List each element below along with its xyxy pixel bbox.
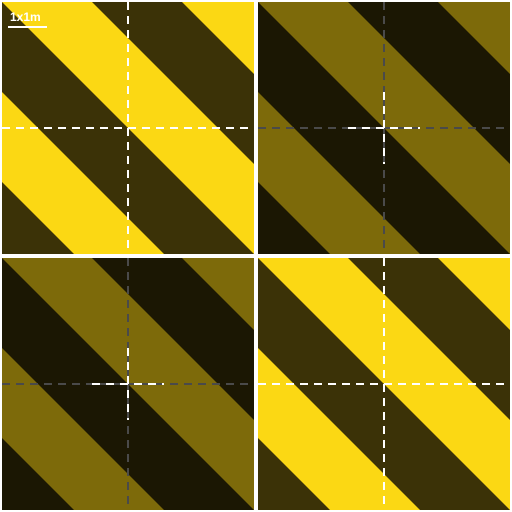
tile-top-right-pattern (258, 2, 510, 254)
stripe (438, 258, 510, 330)
stripe (182, 2, 254, 74)
scale-bar (8, 26, 47, 28)
tile-bottom-left-pattern (2, 258, 254, 510)
tile-bottom-left (2, 258, 254, 510)
tile-top-left-pattern (2, 2, 254, 254)
stripe (2, 348, 164, 510)
stripe (182, 258, 254, 330)
tile-top-right (258, 2, 510, 254)
tile-bottom-right (258, 258, 510, 510)
stripe (438, 2, 510, 74)
tile-bottom-right-pattern (258, 258, 510, 510)
stripe (258, 92, 420, 254)
scale-label: 1x1m (10, 10, 41, 24)
stripe (258, 348, 420, 510)
tile-top-left (2, 2, 254, 254)
stripe (2, 92, 164, 254)
